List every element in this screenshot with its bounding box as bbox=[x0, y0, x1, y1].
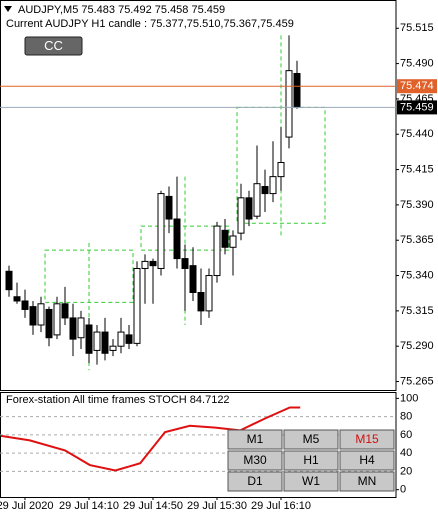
candle-body bbox=[173, 218, 181, 260]
y-tick-label: 0 bbox=[400, 484, 406, 496]
indicator-title: Forex-station All time frames STOCH 84.7… bbox=[6, 394, 230, 406]
x-tick-label: 29 Jul 14:50 bbox=[123, 500, 183, 512]
candle-body bbox=[253, 183, 261, 217]
y-tick-label: 80 bbox=[400, 411, 412, 423]
candle-body bbox=[21, 300, 29, 310]
candle-body bbox=[141, 260, 149, 269]
x-tick-label: 29 Jul 15:30 bbox=[187, 500, 247, 512]
timeframe-button-label[interactable]: M1 bbox=[247, 432, 264, 446]
x-tick-label: 29 Jul 2020 bbox=[0, 500, 53, 512]
timeframe-button[interactable] bbox=[339, 429, 395, 450]
y-tick-label: 75.365 bbox=[400, 234, 434, 246]
candle-body bbox=[149, 260, 157, 267]
candle-body bbox=[117, 331, 125, 347]
candle-body bbox=[189, 265, 197, 293]
x-tick-label: 29 Jul 14:10 bbox=[59, 500, 119, 512]
candle-body bbox=[93, 331, 101, 351]
timeframe-button[interactable] bbox=[283, 429, 339, 450]
candle-body bbox=[261, 186, 269, 195]
candle-body bbox=[61, 303, 69, 319]
ask-line-label: 75.474 bbox=[400, 80, 434, 92]
y-tick-label: 75.265 bbox=[400, 375, 434, 387]
candle-body bbox=[13, 296, 21, 302]
candle-body bbox=[245, 197, 253, 220]
timeframe-button-label[interactable]: W1 bbox=[302, 474, 320, 488]
y-tick-label: 75.490 bbox=[400, 57, 434, 69]
candle-body bbox=[237, 197, 245, 234]
candle-body bbox=[101, 331, 109, 354]
timeframe-button-label[interactable]: H1 bbox=[303, 453, 319, 467]
chart-title: AUDJPY,M5 75.483 75.492 75.458 75.459 bbox=[18, 4, 225, 16]
y-tick-label: 75.440 bbox=[400, 128, 434, 140]
y-tick-label: 75.415 bbox=[400, 163, 434, 175]
timeframe-button-label[interactable]: M5 bbox=[303, 432, 320, 446]
candle-body bbox=[37, 303, 45, 326]
candle-body bbox=[53, 303, 61, 336]
timeframe-button[interactable] bbox=[339, 471, 395, 492]
y-tick-label: 75.390 bbox=[400, 199, 434, 211]
x-tick-label: 29 Jul 16:10 bbox=[251, 500, 311, 512]
y-tick-label: 75.515 bbox=[400, 22, 434, 34]
candle-body bbox=[285, 70, 293, 138]
candle-body bbox=[205, 275, 213, 312]
candle-body bbox=[197, 292, 205, 312]
timeframe-button[interactable] bbox=[227, 450, 283, 471]
y-tick-label: 75.315 bbox=[400, 305, 434, 317]
candle-body bbox=[29, 306, 37, 326]
bid-line-label-bg bbox=[397, 100, 437, 115]
dropdown-icon bbox=[4, 6, 12, 12]
timeframe-button-label[interactable]: M15 bbox=[355, 432, 379, 446]
h1-body bbox=[44, 249, 134, 303]
timeframe-button-label[interactable]: D1 bbox=[247, 474, 263, 488]
bid-line-label: 75.459 bbox=[400, 101, 434, 113]
candle-body bbox=[293, 72, 301, 108]
timeframe-button-label[interactable]: M30 bbox=[243, 453, 267, 467]
candle-body bbox=[213, 225, 221, 277]
timeframe-button[interactable] bbox=[227, 429, 283, 450]
candle-body bbox=[221, 229, 229, 248]
candle-body bbox=[125, 334, 133, 344]
candle-body bbox=[45, 308, 53, 339]
candle-body bbox=[109, 345, 117, 351]
candle-body bbox=[5, 270, 13, 291]
timeframe-button[interactable] bbox=[283, 471, 339, 492]
timeframe-button[interactable] bbox=[227, 471, 283, 492]
cc-button-label[interactable]: CC bbox=[44, 38, 63, 53]
y-tick-label: 75.290 bbox=[400, 340, 434, 352]
y-tick-label: 40 bbox=[400, 447, 412, 459]
candle-body bbox=[69, 317, 77, 340]
timeframe-button-label[interactable]: MN bbox=[358, 474, 377, 488]
timeframe-button-label[interactable]: H4 bbox=[359, 453, 375, 467]
timeframe-button[interactable] bbox=[283, 450, 339, 471]
candle-body bbox=[157, 193, 165, 269]
main-frame bbox=[0, 0, 397, 391]
cc-button[interactable] bbox=[24, 36, 83, 56]
candle-body bbox=[85, 324, 93, 354]
candle-body bbox=[269, 176, 277, 195]
ask-line-label-bg bbox=[397, 79, 437, 94]
y-tick-label: 60 bbox=[400, 429, 412, 441]
candle-body bbox=[277, 162, 285, 178]
stoch-line bbox=[0, 406, 301, 472]
candle-body bbox=[181, 258, 189, 269]
y-tick-label: 75.340 bbox=[400, 269, 434, 281]
y-tick-label: 100 bbox=[400, 392, 418, 404]
candle-body bbox=[165, 195, 173, 220]
chart-subtitle: Current AUDJPY H1 candle : 75.377,75.510… bbox=[6, 18, 294, 30]
candle-body bbox=[77, 317, 85, 339]
indicator-frame bbox=[0, 392, 397, 498]
timeframe-button[interactable] bbox=[339, 450, 395, 471]
candle-body bbox=[133, 267, 141, 344]
y-tick-label: 20 bbox=[400, 465, 412, 477]
candle-body bbox=[229, 235, 237, 248]
